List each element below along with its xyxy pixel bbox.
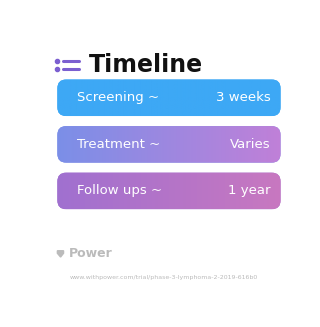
- Text: Power: Power: [68, 247, 112, 260]
- Polygon shape: [57, 251, 64, 257]
- Text: 1 year: 1 year: [228, 184, 271, 198]
- Text: Timeline: Timeline: [89, 53, 203, 77]
- Text: www.withpower.com/trial/phase-3-lymphoma-2-2019-616b0: www.withpower.com/trial/phase-3-lymphoma…: [70, 275, 258, 280]
- FancyBboxPatch shape: [57, 79, 281, 116]
- Text: Screening ~: Screening ~: [77, 91, 159, 104]
- FancyBboxPatch shape: [57, 126, 281, 163]
- Text: Varies: Varies: [230, 138, 271, 151]
- Text: Follow ups ~: Follow ups ~: [77, 184, 162, 198]
- Text: 3 weeks: 3 weeks: [216, 91, 271, 104]
- FancyBboxPatch shape: [57, 173, 281, 209]
- Text: Treatment ~: Treatment ~: [77, 138, 160, 151]
